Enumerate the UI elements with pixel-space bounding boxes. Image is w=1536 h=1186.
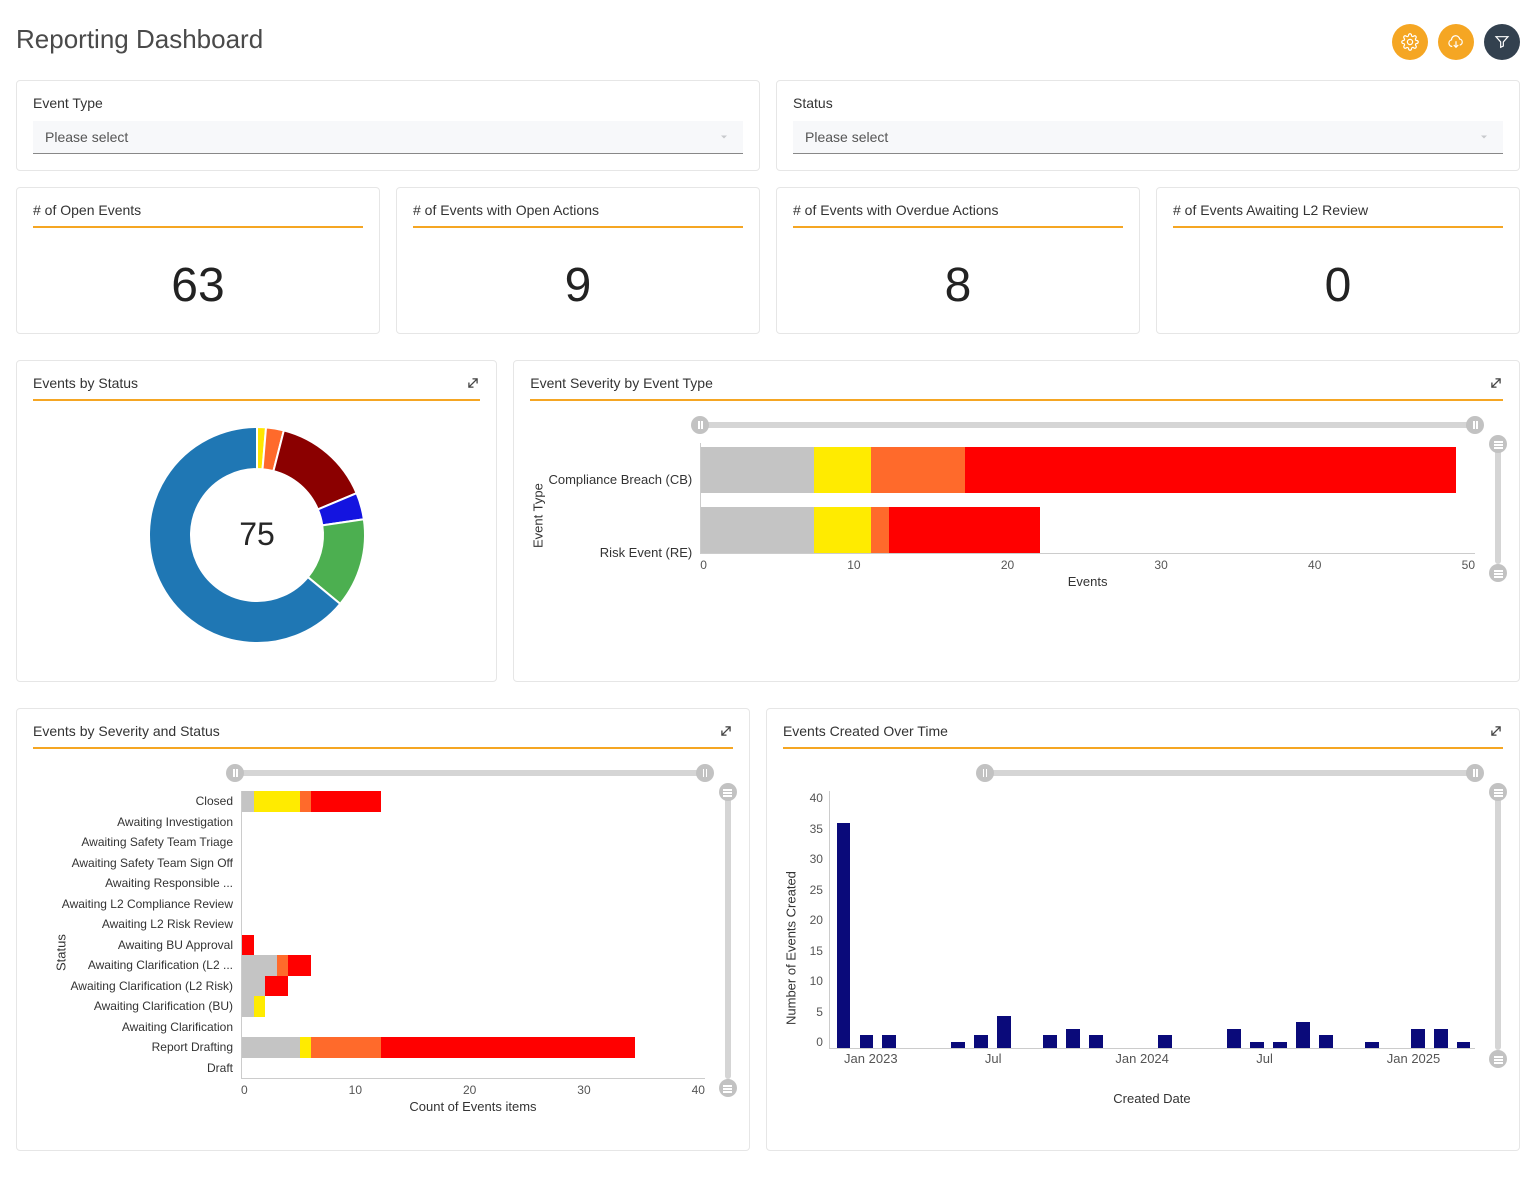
svg-text:75: 75 — [239, 516, 275, 552]
